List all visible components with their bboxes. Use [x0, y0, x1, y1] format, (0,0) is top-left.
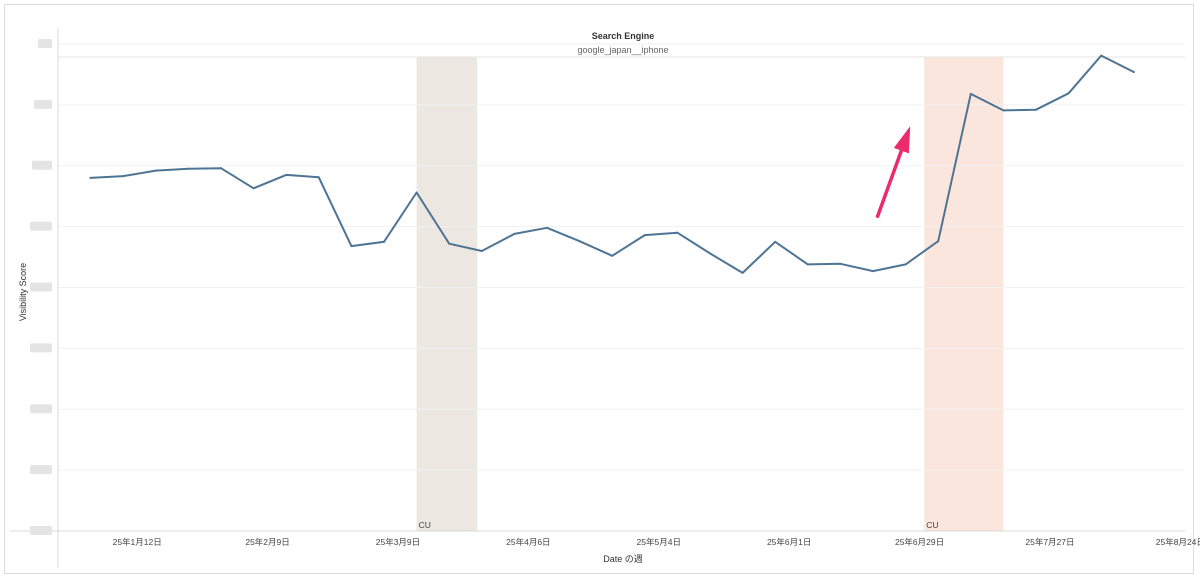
annotation-arrow-head	[893, 126, 911, 154]
y-tick-label-redacted	[34, 99, 52, 109]
data-point	[187, 167, 190, 170]
data-point	[611, 254, 614, 257]
data-point	[545, 226, 548, 229]
data-point	[774, 240, 777, 243]
data-point	[285, 173, 288, 176]
y-tick-label-redacted	[30, 343, 52, 353]
data-point	[676, 231, 679, 234]
annotation-arrow-layer	[875, 126, 911, 219]
annotation-arrow-shaft	[875, 148, 904, 219]
x-tick-label: 25年6月1日	[767, 537, 811, 547]
y-tick-label-redacted	[38, 39, 52, 48]
x-tick-label: 25年1月12日	[113, 537, 162, 547]
y-tick-label-redacted	[32, 160, 52, 170]
y-axis-label: Visibility Score	[18, 263, 28, 321]
x-tick-label: 25年7月27日	[1025, 537, 1074, 547]
y-tick-label-redacted	[30, 221, 52, 231]
data-point	[415, 191, 418, 194]
data-point	[1034, 108, 1037, 111]
x-axis-label: Date の週	[603, 554, 643, 564]
data-point	[1100, 54, 1103, 57]
data-point	[839, 262, 842, 265]
gridlines	[58, 43, 1185, 471]
y-tick-labels	[30, 39, 52, 535]
data-point	[1132, 71, 1135, 74]
data-point	[350, 245, 353, 248]
data-point	[480, 249, 483, 252]
data-point	[513, 232, 516, 235]
data-point	[252, 187, 255, 190]
data-point	[806, 263, 809, 266]
chart-title: Search Engine	[592, 31, 655, 41]
data-point	[448, 242, 451, 245]
data-point	[382, 240, 385, 243]
x-tick-label: 25年3月9日	[376, 537, 420, 547]
chart-subtitle: google_japan__iphone	[577, 45, 668, 55]
x-tick-label: 25年2月9日	[245, 537, 289, 547]
data-point	[122, 175, 125, 178]
data-point	[1002, 109, 1005, 112]
data-point	[643, 234, 646, 237]
x-tick-label: 25年4月6日	[506, 537, 550, 547]
series-layer	[89, 54, 1135, 274]
data-point	[741, 271, 744, 274]
data-point	[708, 252, 711, 255]
data-point	[317, 176, 320, 179]
data-point	[219, 167, 222, 170]
band-label-1: CU	[419, 520, 431, 530]
x-tick-labels: 25年1月12日 25年2月9日 25年3月9日 25年4月6日 25年5月4日 25年6…	[113, 537, 1200, 547]
y-tick-label-redacted	[30, 282, 52, 292]
x-tick-label: 25年8月24日	[1156, 537, 1200, 547]
x-tick-label: 25年6月29日	[895, 537, 944, 547]
highlight-band-1	[416, 57, 478, 531]
highlight-bands: CU CU	[416, 57, 1004, 531]
y-tick-label-redacted	[30, 404, 52, 414]
highlight-band-2	[924, 57, 1004, 531]
band-label-2: CU	[926, 520, 938, 530]
data-point	[89, 176, 92, 179]
x-tick-label: 25年5月4日	[637, 537, 681, 547]
data-point	[937, 240, 940, 243]
data-point	[154, 169, 157, 172]
axes	[10, 28, 1185, 568]
data-point	[904, 263, 907, 266]
data-point	[969, 92, 972, 95]
data-point	[871, 270, 874, 273]
data-point	[578, 240, 581, 243]
y-tick-label-redacted	[30, 526, 52, 535]
data-point	[1067, 92, 1070, 95]
y-tick-label-redacted	[30, 465, 52, 475]
